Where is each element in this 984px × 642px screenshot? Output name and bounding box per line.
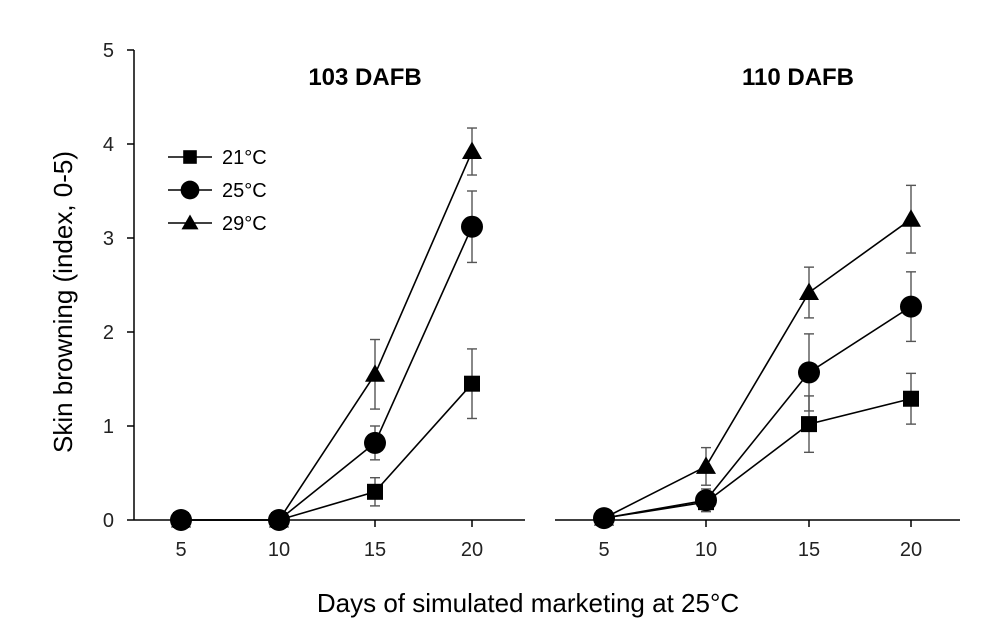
y-tick-label-4: 4 [103, 134, 114, 156]
legend-marker-21c [183, 150, 197, 164]
marker-panel-1-29c-pt4 [462, 141, 482, 160]
axes-layer: 0 1 2 3 4 5 5 10 15 20 5 10 15 20 [103, 40, 960, 561]
panel-title-110-dafb: 110 DAFB [742, 64, 854, 91]
y-axis-title: Skin browning (index, 0-5) [48, 151, 78, 453]
marker-panel-1-29c-pt3 [365, 364, 385, 382]
y-tick-label-5: 5 [103, 40, 114, 62]
legend: 21°C 25°C 29°C [168, 147, 267, 235]
marker-panel-1-21c-pt4 [464, 375, 480, 392]
marker-panel-2-25c-pt2 [695, 489, 717, 512]
series-line-panel-2-25c [603, 305, 912, 519]
marker-panel-2-21c-pt4 [903, 390, 919, 407]
series-line-panel-2-21c [603, 397, 912, 519]
panel-title-103-dafb: 103 DAFB [308, 64, 421, 91]
legend-label-29c: 29°C [222, 213, 267, 235]
x-axis-title: Days of simulated marketing at 25°C [317, 588, 739, 618]
marker-panel-2-29c-pt3 [799, 282, 819, 301]
legend-label-25c: 25°C [222, 180, 267, 202]
marker-panel-1-25c-pt4 [461, 215, 483, 238]
series-layer [170, 127, 922, 531]
x-tick-label-panel-1-5: 5 [175, 539, 186, 561]
legend-label-21c: 21°C [222, 147, 267, 169]
y-tick-label-1: 1 [103, 416, 114, 438]
x-tick-label-panel-2-20: 20 [900, 539, 922, 561]
marker-panel-2-29c-pt4 [901, 209, 921, 227]
legend-marker-29c [181, 214, 199, 230]
x-tick-label-panel-1-10: 10 [268, 539, 290, 561]
marker-panel-2-29c-pt2 [696, 456, 716, 474]
series-line-panel-1-29c [181, 151, 473, 521]
y-tick-label-3: 3 [103, 228, 114, 250]
series-line-panel-1-21c [181, 383, 473, 521]
marker-panel-2-25c-pt4 [900, 295, 922, 318]
marker-panel-2-25c-pt3 [798, 361, 820, 384]
marker-panel-2-21c-pt3 [801, 416, 817, 433]
x-tick-label-panel-1-20: 20 [461, 539, 483, 561]
marker-panel-1-25c-pt3 [364, 431, 386, 454]
x-tick-label-panel-2-15: 15 [798, 539, 820, 561]
x-tick-label-panel-1-15: 15 [364, 539, 386, 561]
label-layer: 103 DAFB 110 DAFB Skin browning (index, … [48, 64, 854, 618]
legend-marker-25c [180, 180, 200, 200]
y-tick-label-0: 0 [103, 510, 114, 532]
x-tick-label-panel-2-5: 5 [598, 539, 609, 561]
y-tick-label-2: 2 [103, 322, 114, 344]
series-line-panel-2-29c [603, 218, 912, 519]
marker-panel-1-29c-pt2 [269, 510, 289, 528]
x-tick-label-panel-2-10: 10 [695, 539, 717, 561]
marker-panel-1-29c-pt1 [171, 510, 191, 528]
marker-panel-1-21c-pt3 [367, 483, 383, 500]
marker-panel-2-29c-pt1 [594, 508, 614, 526]
series-line-panel-1-25c [181, 226, 473, 521]
